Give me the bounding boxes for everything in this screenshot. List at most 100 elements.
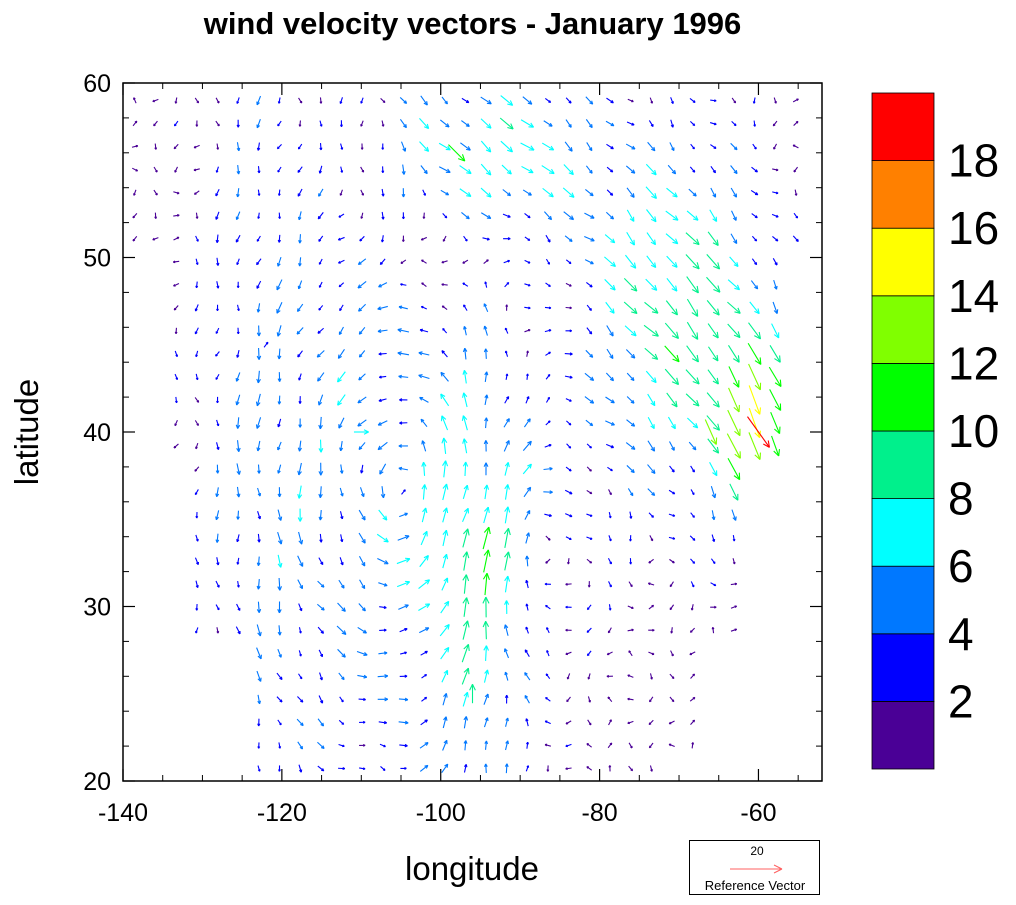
- wind-vector: [318, 486, 323, 499]
- wind-vector: [297, 440, 302, 452]
- wind-vector: [461, 643, 470, 663]
- y-axis: 20 30 40 50 60: [83, 70, 822, 796]
- wind-vector: [442, 553, 449, 569]
- wind-vector: [400, 767, 407, 770]
- wind-vector: [727, 458, 741, 481]
- wind-vector: [751, 235, 758, 242]
- wind-vector: [440, 393, 450, 407]
- wind-vector: [215, 487, 220, 498]
- wind-vector: [629, 558, 633, 565]
- wind-vector: [608, 535, 612, 542]
- wind-vector: [670, 650, 674, 657]
- wind-vector: [690, 673, 696, 679]
- x-tick-label: -80: [582, 799, 618, 827]
- wind-vector: [503, 624, 509, 636]
- wind-vector: [237, 304, 240, 312]
- wind-vector: [483, 693, 489, 705]
- wind-vector: [524, 510, 531, 520]
- wind-vector: [773, 279, 778, 290]
- wind-vector: [235, 394, 241, 406]
- wind-vector: [669, 673, 675, 680]
- wind-vector: [215, 327, 220, 334]
- wind-vector: [730, 187, 738, 198]
- wind-vector: [769, 389, 782, 411]
- wind-vector: [626, 209, 635, 222]
- wind-vector: [422, 189, 426, 196]
- wind-vector: [587, 673, 591, 680]
- wind-vector: [256, 647, 262, 660]
- wind-vector: [461, 415, 468, 431]
- wind-vector: [360, 120, 364, 127]
- wind-vector: [256, 95, 262, 106]
- wind-vector: [174, 419, 178, 427]
- wind-vector: [666, 278, 678, 292]
- wind-vector: [358, 509, 366, 521]
- wind-vector: [298, 234, 302, 244]
- wind-vector: [462, 347, 468, 360]
- wind-vector: [668, 743, 675, 748]
- wind-vector: [216, 442, 220, 450]
- wind-vector: [565, 720, 572, 725]
- wind-vector: [396, 580, 411, 588]
- wind-vector: [318, 510, 323, 521]
- wind-vector: [318, 281, 323, 288]
- wind-vector: [297, 143, 303, 150]
- wind-vector: [586, 558, 593, 564]
- colorbar-bin: [871, 295, 935, 364]
- wind-vector: [276, 279, 283, 291]
- wind-vector: [236, 281, 240, 288]
- wind-vector: [644, 347, 659, 360]
- colorbar-label: 18: [948, 135, 999, 187]
- wind-vector: [298, 396, 302, 404]
- wind-vector: [216, 257, 220, 266]
- colorbar-bin: [871, 430, 935, 499]
- wind-vector: [360, 97, 364, 104]
- wind-vector: [378, 352, 387, 356]
- wind-vector: [438, 142, 451, 151]
- wind-vector: [256, 670, 262, 682]
- wind-vector: [421, 484, 428, 500]
- wind-vector: [316, 350, 325, 358]
- wind-vector: [664, 322, 680, 340]
- wind-vector: [398, 720, 409, 725]
- wind-vector: [194, 420, 199, 426]
- wind-vector: [685, 369, 700, 385]
- wind-vector: [318, 258, 323, 265]
- wind-vector: [338, 326, 344, 336]
- wind-vector: [235, 372, 241, 382]
- wind-vector: [606, 325, 614, 337]
- wind-vector: [398, 697, 409, 702]
- wind-vector: [525, 579, 529, 589]
- colorbar-label: 4: [948, 608, 974, 660]
- wind-vector: [337, 348, 345, 359]
- wind-vector: [565, 97, 572, 104]
- wind-vector: [257, 166, 261, 174]
- wind-vector: [524, 672, 531, 681]
- wind-vector: [608, 765, 612, 772]
- wind-vector: [608, 512, 612, 519]
- wind-vector: [584, 396, 595, 404]
- wind-vector: [339, 511, 344, 520]
- wind-vector: [772, 258, 778, 266]
- wind-vector: [173, 305, 179, 311]
- wind-vector: [378, 720, 388, 725]
- wind-vector: [380, 766, 386, 771]
- wind-vector: [174, 327, 178, 335]
- wind-vector: [339, 696, 344, 703]
- wind-vector: [420, 650, 428, 656]
- wind-vector: [483, 462, 489, 476]
- wind-vector: [340, 534, 344, 543]
- wind-vector: [277, 348, 282, 360]
- wind-vector: [625, 143, 636, 150]
- wind-vector: [298, 418, 302, 428]
- wind-vector: [747, 416, 770, 448]
- wind-vector: [398, 374, 409, 379]
- wind-vector: [689, 121, 696, 127]
- wind-vector: [524, 329, 531, 333]
- wind-vector: [689, 696, 696, 702]
- wind-vector: [606, 97, 614, 104]
- wind-vector: [645, 370, 657, 384]
- wind-vector: [483, 348, 488, 359]
- wind-vector: [607, 558, 612, 565]
- wind-vector: [195, 512, 199, 519]
